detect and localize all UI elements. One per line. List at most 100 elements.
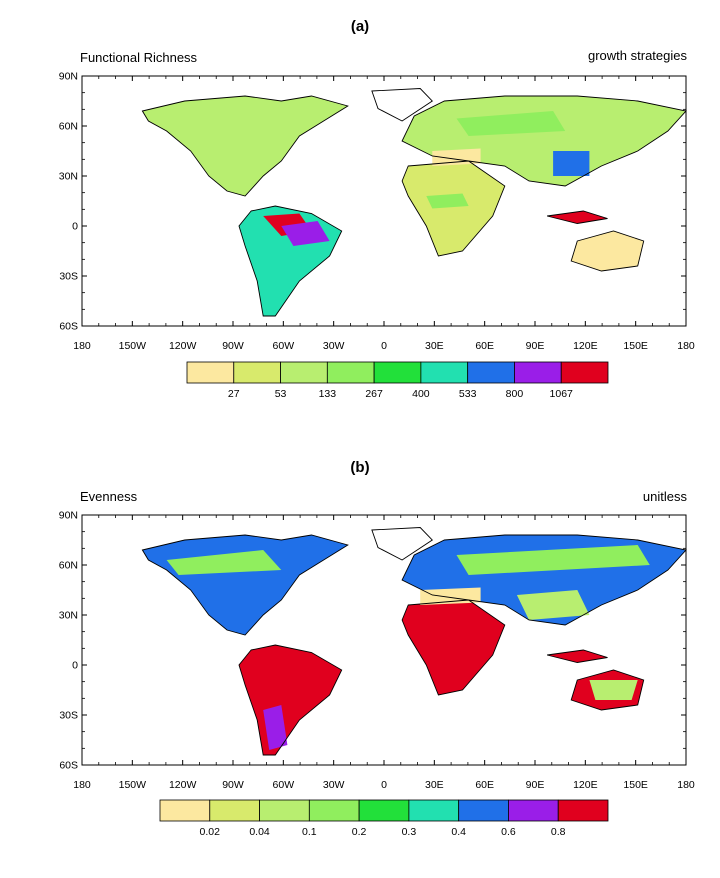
lon-label-b: 150E (623, 779, 648, 791)
colorbar-swatch-a (186, 361, 235, 384)
colorbar-swatch-a (280, 361, 328, 384)
units-label-a: growth strategies (588, 48, 687, 63)
coastline-northAmerica-a (141, 95, 349, 197)
lat-label-a: 0 (72, 221, 78, 233)
colorbar-label-b: 0.1 (302, 826, 317, 838)
land-africa-a (402, 161, 505, 256)
lon-label-a: 30W (323, 340, 345, 352)
lon-label-a: 90E (526, 340, 545, 352)
lon-label-b: 90W (222, 779, 244, 791)
colorbar-swatch-a (420, 361, 469, 384)
value-patch-a-5 (553, 151, 590, 176)
lon-label-b: 120E (573, 779, 598, 791)
colorbar-swatch-a (326, 361, 375, 384)
lon-label-b: 60W (273, 779, 295, 791)
land-northAmerica-a (142, 96, 348, 196)
colorbar-swatch-b (159, 799, 211, 822)
colorbar-swatch-b (209, 799, 260, 822)
lon-label-a: 60W (273, 340, 295, 352)
lon-label-b: 120W (169, 779, 197, 791)
lat-label-b: 30N (59, 610, 78, 622)
coastline-greenland-a (371, 88, 433, 122)
colorbar-label-a: 400 (412, 388, 430, 400)
lon-label-a: 0 (381, 340, 387, 352)
lat-label-a: 30N (59, 171, 78, 183)
lon-label-a: 120E (573, 340, 598, 352)
lon-label-a: 60E (475, 340, 494, 352)
colorbar-swatch-b (508, 799, 559, 822)
colorbar-label-a: 133 (319, 388, 337, 400)
lon-label-a: 180 (677, 340, 695, 352)
map-figure-b: 90N 60N 30N 0 30S 60S 180 150W 120W 90W 60W 30W 0 30E… (59, 510, 695, 839)
value-patch-b-5 (263, 705, 288, 750)
panel-a: 90N 60N 30N 0 30S 60S 180 150W 120W 90W 60W 30W 0 30E… (59, 18, 695, 401)
lat-label-a: 60S (59, 321, 78, 333)
lon-label-b: 30W (323, 779, 345, 791)
colorbar-label-b: 0.3 (402, 826, 417, 838)
coastline-southAmerica-b (238, 644, 343, 756)
value-patch-b-3 (516, 590, 590, 620)
colorbar-swatch-b (308, 799, 360, 822)
lon-label-b: 180 (677, 779, 695, 791)
colorbar-label-b: 0.2 (352, 826, 367, 838)
lat-label-a: 30S (59, 271, 78, 283)
coastline-eurasia-b (401, 534, 687, 626)
land-australia-a (571, 231, 644, 271)
colorbar-swatch-a (467, 361, 515, 384)
value-patch-b-4 (589, 680, 638, 700)
lon-label-b: 30E (425, 779, 444, 791)
colorbar-label-a: 533 (459, 388, 477, 400)
variable-label-b: Evenness (80, 489, 138, 504)
lon-label-a: 30E (425, 340, 444, 352)
coastline-australia-b (570, 669, 645, 711)
colorbar-label-a: 27 (228, 388, 240, 400)
lon-label-b: 90E (526, 779, 545, 791)
coastline-africa-b (401, 599, 506, 696)
variable-label-a: Functional Richness (80, 50, 198, 65)
value-patch-b-0 (166, 550, 282, 575)
colorbar-swatch-b (458, 799, 509, 822)
colorbar-label-b: 0.6 (501, 826, 516, 838)
coastline-greenland-b (371, 527, 433, 561)
lon-label-b: 0 (381, 779, 387, 791)
lat-label-a: 60N (59, 121, 78, 133)
value-patch-b-2 (456, 545, 650, 575)
land-africa-b (402, 600, 505, 695)
colorbar-label-b: 0.02 (200, 826, 221, 838)
lat-label-b: 0 (72, 660, 78, 672)
colorbar-swatch-a (514, 361, 562, 384)
colorbar-label-a: 267 (365, 388, 383, 400)
coastline-eurasia-a (401, 95, 687, 187)
colorbar-label-b: 0.4 (451, 826, 466, 838)
panel-b: 90N 60N 30N 0 30S 60S 180 150W 120W 90W 60W 30W 0 30E… (0, 439, 720, 878)
colorbar-label-a: 53 (275, 388, 287, 400)
colorbar-swatch-b (358, 799, 410, 822)
lon-label-b: 150W (119, 779, 147, 791)
colorbar-label-a: 1067 (550, 388, 574, 400)
panel-title-b: (b) (350, 459, 370, 476)
colorbar-label-b: 0.8 (551, 826, 566, 838)
coastline-indonesia-a (546, 210, 608, 224)
colorbar-swatch-b (259, 799, 310, 822)
lon-label-a: 150E (623, 340, 648, 352)
coastline-northAmerica-b (141, 534, 349, 636)
land-southAmerica-b (239, 645, 342, 755)
lat-label-a: 90N (59, 71, 78, 83)
coastline-australia-a (570, 230, 645, 272)
map-figure-a: 90N 60N 30N 0 30S 60S 180 150W 120W 90W 60W 30W 0 30E… (59, 71, 695, 401)
lon-label-a: 150W (119, 340, 147, 352)
coastline-africa-a (401, 160, 506, 257)
colorbar-label-a: 800 (506, 388, 524, 400)
colorbar-swatch-b (557, 799, 609, 822)
colorbar-swatch-b (408, 799, 460, 822)
lon-label-b: 180 (73, 779, 91, 791)
units-label-b: unitless (642, 489, 687, 504)
value-patch-a-4 (456, 111, 566, 136)
panel-title-a: (a) (350, 18, 370, 35)
lat-label-b: 60N (59, 560, 78, 572)
value-patch-a-2 (426, 193, 469, 209)
colorbar-label-b: 0.04 (249, 826, 270, 838)
lon-label-b: 60E (475, 779, 494, 791)
coastline-southAmerica-a (238, 205, 343, 317)
value-patch-a-3 (432, 148, 481, 166)
